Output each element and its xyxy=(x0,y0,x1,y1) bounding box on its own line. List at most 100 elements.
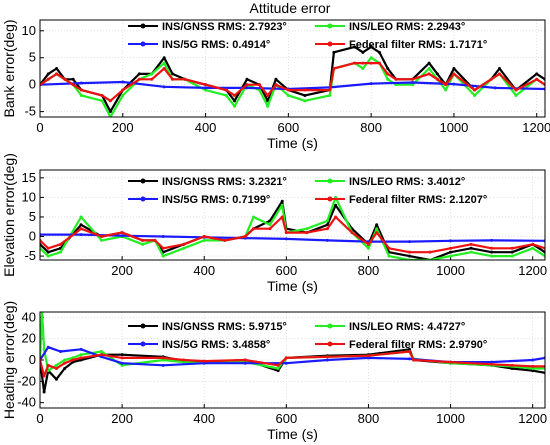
data-point xyxy=(531,364,535,368)
data-point xyxy=(449,254,453,258)
data-point xyxy=(141,238,145,242)
y-tick-label: 20 xyxy=(22,331,36,346)
legend-marker xyxy=(140,323,146,329)
data-point xyxy=(510,250,514,254)
x-tick-label: 800 xyxy=(358,411,380,426)
legend-entry: INS/LEO RMS: 4.4727° xyxy=(349,321,465,333)
data-point xyxy=(79,347,83,351)
x-tick-label: 0 xyxy=(36,120,43,135)
data-point xyxy=(202,235,206,239)
data-point xyxy=(334,203,338,207)
y-axis-label: Bank error(deg) xyxy=(1,19,17,117)
data-point xyxy=(170,77,174,81)
data-point xyxy=(59,349,63,353)
data-point xyxy=(375,223,379,227)
data-point xyxy=(361,61,365,65)
data-point xyxy=(223,238,227,242)
axes-frame xyxy=(39,19,546,118)
data-point xyxy=(46,250,50,254)
data-point xyxy=(284,237,288,241)
axes-frame xyxy=(39,311,546,409)
data-point xyxy=(182,246,186,250)
data-point xyxy=(490,250,494,254)
data-point xyxy=(79,227,83,231)
data-point xyxy=(408,347,412,351)
data-point xyxy=(490,362,494,366)
data-point xyxy=(46,77,50,81)
data-point xyxy=(161,358,165,362)
data-point xyxy=(325,238,329,242)
y-tick-label: -40 xyxy=(17,395,36,410)
data-point xyxy=(366,246,370,250)
series-line-federal xyxy=(40,350,545,378)
data-point xyxy=(71,77,75,81)
data-point xyxy=(100,99,104,103)
data-point xyxy=(490,254,494,258)
data-point xyxy=(121,88,125,92)
data-point xyxy=(121,80,125,84)
y-axis-label: Heading error(deg) xyxy=(1,301,17,419)
data-point xyxy=(224,88,228,92)
data-point xyxy=(276,367,280,371)
data-point xyxy=(268,227,272,231)
data-point xyxy=(286,93,290,97)
y-tick-label: 40 xyxy=(22,309,36,324)
data-point xyxy=(394,77,398,81)
data-point xyxy=(153,238,157,242)
data-point xyxy=(202,238,206,242)
data-point xyxy=(42,347,46,351)
data-point xyxy=(245,83,249,87)
data-point xyxy=(54,363,58,367)
data-point xyxy=(353,61,357,65)
data-point xyxy=(531,369,535,373)
plot-area xyxy=(40,20,545,117)
data-point xyxy=(120,353,124,357)
data-point xyxy=(531,242,535,246)
data-point xyxy=(141,242,145,246)
data-point xyxy=(137,72,141,76)
data-point xyxy=(366,356,370,360)
data-point xyxy=(54,377,58,381)
data-point xyxy=(449,239,453,243)
x-tick-label: 400 xyxy=(193,263,215,278)
data-point xyxy=(162,67,166,70)
data-point xyxy=(510,246,514,250)
data-point xyxy=(120,361,124,365)
data-point xyxy=(100,353,104,357)
data-point xyxy=(182,360,186,364)
data-point xyxy=(490,246,494,250)
data-point xyxy=(303,88,307,92)
data-point xyxy=(325,223,329,227)
data-point xyxy=(42,374,46,378)
data-point xyxy=(71,83,75,87)
legend-marker xyxy=(327,23,333,29)
data-point xyxy=(427,67,431,70)
x-tick-label: 200 xyxy=(111,411,133,426)
data-point xyxy=(274,77,278,81)
data-point xyxy=(375,231,379,235)
x-tick-label: 600 xyxy=(275,263,297,278)
legend-entry: INS/GNSS RMS: 5.9715° xyxy=(162,321,287,333)
data-point xyxy=(305,231,309,235)
legend-entry: INS/LEO RMS: 2.2943° xyxy=(349,21,465,33)
data-point xyxy=(325,219,329,223)
data-point xyxy=(137,77,141,81)
chart-panel-3: 0 200 400 600 800 1000 1200 -40 -20 0 20 40 INS/GNSS… xyxy=(1,301,547,442)
series-line-leo xyxy=(40,56,545,117)
data-point xyxy=(325,227,329,231)
data-point xyxy=(280,199,284,203)
chart-panel-2: 200 400 600 800 1000 1200 -5 0 5 10 15 INS/GNSS RMS… xyxy=(1,153,547,294)
data-point xyxy=(535,72,539,76)
data-point xyxy=(108,99,112,103)
data-point xyxy=(280,203,284,207)
data-point xyxy=(469,242,473,246)
legend-marker xyxy=(140,41,146,47)
data-point xyxy=(334,215,338,219)
data-point xyxy=(377,61,381,65)
x-tick-label: 1000 xyxy=(439,120,468,135)
data-point xyxy=(350,231,354,235)
x-tick-label: 400 xyxy=(195,120,217,135)
data-point xyxy=(493,86,497,90)
legend-entry: INS/5G RMS: 0.4914° xyxy=(162,39,270,51)
legend-marker xyxy=(140,178,146,184)
